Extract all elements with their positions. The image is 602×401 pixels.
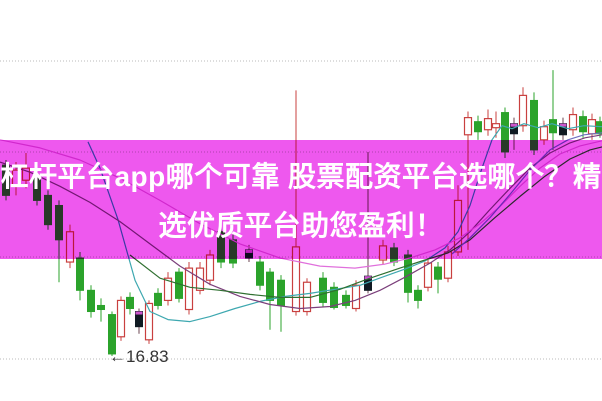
- candle-dark-cap: [559, 123, 567, 127]
- candle-body-down: [474, 121, 482, 133]
- candle-body-up: [568, 113, 578, 131]
- candle-body-up: [144, 302, 154, 341]
- candle-dark-cap: [510, 123, 518, 127]
- candle-body-down: [154, 292, 162, 306]
- candle-body-down: [266, 271, 274, 301]
- candle-body-down: [434, 266, 442, 280]
- candle-body-down: [256, 261, 264, 286]
- promo-banner-title-line1: 杠杆平台app哪个可靠 股票配资平台选哪个？精: [0, 160, 602, 192]
- promo-banner-title-line2: 选优质平台助您盈利！: [158, 209, 444, 241]
- promo-banner: 杠杆平台app哪个可靠 股票配资平台选哪个？精 选优质平台助您盈利！: [0, 140, 602, 259]
- candle-body-down: [342, 294, 350, 306]
- candle-dark-cap: [364, 276, 372, 280]
- candle-body-up: [116, 299, 126, 338]
- low-price-annotation: ←16.83: [109, 347, 169, 366]
- candle-body-down: [87, 289, 95, 313]
- candle-body-down: [579, 116, 587, 133]
- candle-body-down: [596, 121, 602, 135]
- candle-body-down: [277, 279, 285, 306]
- candle-body-up: [518, 94, 528, 127]
- candle-body-up: [195, 267, 205, 291]
- ma-teal-line: [87, 123, 602, 323]
- candle-body-up: [163, 277, 173, 302]
- candle-body-up: [463, 117, 473, 136]
- candle-body-down: [108, 314, 116, 355]
- candle-body-up: [483, 118, 493, 131]
- promo-banner-overlay: [0, 140, 602, 259]
- candle-body-down: [414, 289, 422, 301]
- candle-body-up: [423, 262, 433, 288]
- candle-dark-cap: [135, 311, 143, 315]
- candle-body-up: [491, 123, 501, 129]
- candle-body-up: [539, 126, 549, 141]
- candle-body-down: [549, 119, 557, 134]
- candle-body-down: [97, 304, 105, 311]
- candle-body-up: [184, 267, 194, 311]
- candle-body-up: [351, 284, 361, 310]
- candle-body-down: [126, 296, 134, 310]
- candle-body-down: [76, 257, 84, 291]
- candle-body-down: [330, 286, 338, 308]
